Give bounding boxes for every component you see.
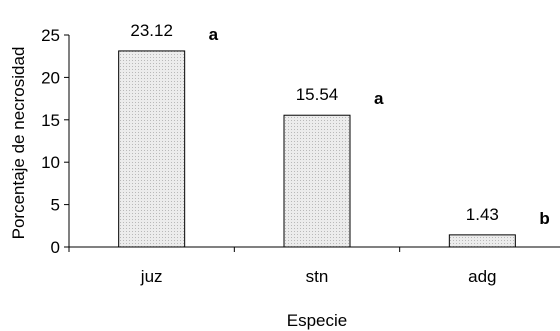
data-label: 23.12 bbox=[130, 21, 173, 40]
bar-labels: 23.12 a 15.54 a 1.43 b bbox=[130, 21, 549, 228]
y-tick-label: 5 bbox=[51, 196, 60, 215]
significance-letter: b bbox=[539, 209, 549, 228]
data-label: 15.54 bbox=[296, 85, 339, 104]
significance-letter: a bbox=[209, 25, 219, 44]
bar-juz bbox=[118, 50, 186, 248]
data-label: 1.43 bbox=[466, 205, 499, 224]
bar-stn bbox=[283, 114, 351, 248]
x-axis: juz stn adg bbox=[68, 246, 560, 286]
y-axis: 0 5 10 15 20 25 bbox=[41, 26, 70, 257]
y-tick-label: 20 bbox=[41, 68, 60, 87]
bars bbox=[118, 50, 516, 248]
x-axis-title: Especie bbox=[287, 311, 347, 330]
y-tick-label: 15 bbox=[41, 111, 60, 130]
significance-letter: a bbox=[374, 89, 384, 108]
x-tick-label: juz bbox=[140, 267, 163, 286]
bar-adg bbox=[448, 234, 516, 248]
y-tick-label: 25 bbox=[41, 26, 60, 45]
x-tick-label: stn bbox=[306, 267, 329, 286]
y-tick-label: 10 bbox=[41, 153, 60, 172]
y-tick-label: 0 bbox=[51, 238, 60, 257]
x-tick-label: adg bbox=[468, 267, 496, 286]
y-axis-title: Porcentaje de necrosidad bbox=[9, 47, 28, 240]
